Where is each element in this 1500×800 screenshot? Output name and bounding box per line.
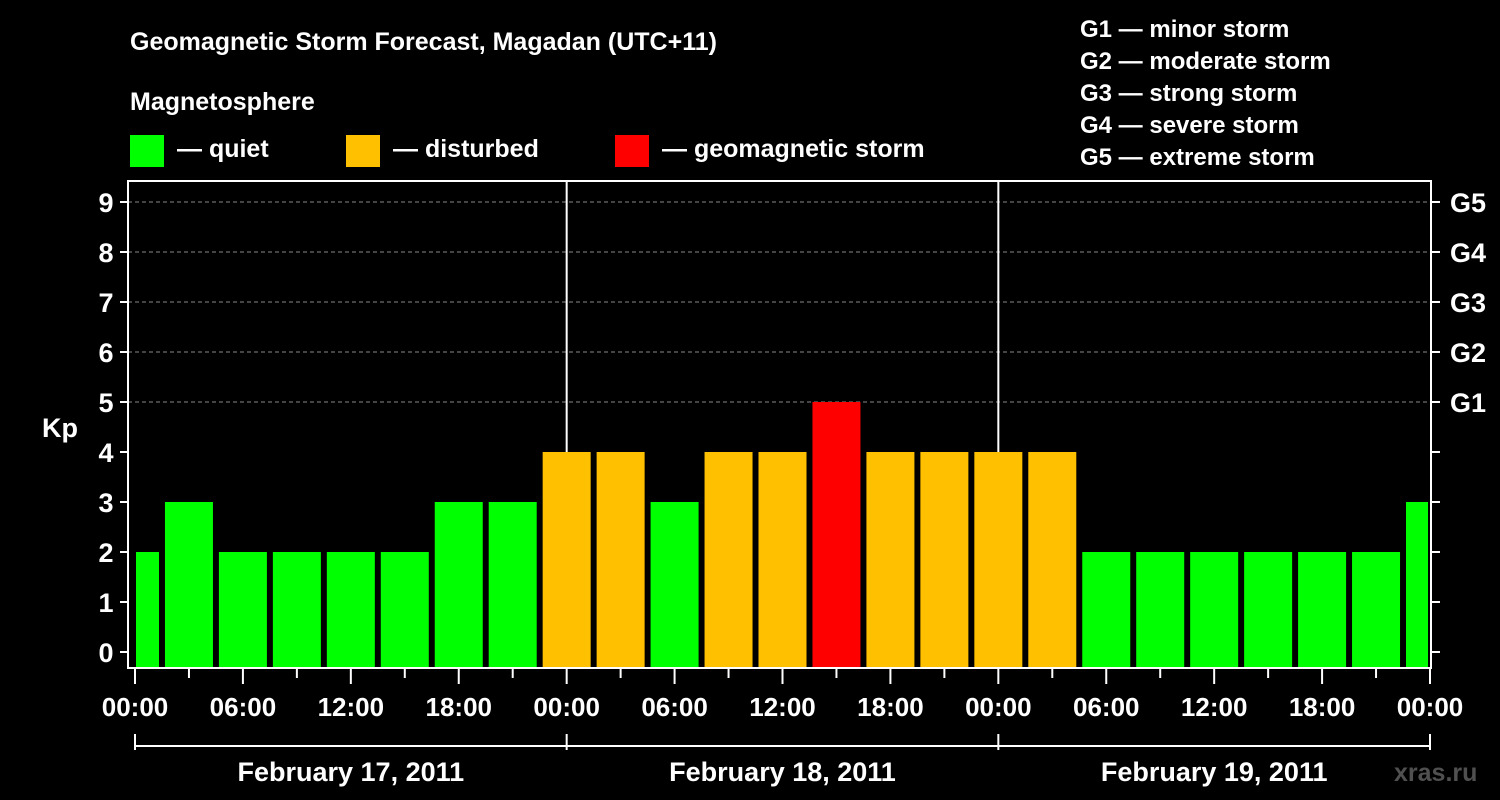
plot-frame <box>127 180 1432 669</box>
legend-label-quiet: — quiet <box>177 135 269 163</box>
x-tick-label: 00:00 <box>102 692 169 722</box>
right-tick-label-G2: G2 <box>1450 338 1486 368</box>
legend-title: Magnetosphere <box>130 88 315 116</box>
bar-19 <box>1136 552 1185 667</box>
bar-2 <box>218 552 267 667</box>
bar-6 <box>434 502 483 667</box>
day-label: February 18, 2011 <box>669 757 896 787</box>
right-axis: G1 G2 G3 G4 G5 <box>1431 188 1486 653</box>
watermark: xras.ru <box>1394 759 1477 787</box>
y-tick-label: 6 <box>98 338 113 368</box>
chart-title: Geomagnetic Storm Forecast, Magadan (UTC… <box>130 28 717 56</box>
y-tick-label: 1 <box>98 588 113 618</box>
right-tick-label-G5: G5 <box>1450 188 1486 218</box>
bar-8 <box>542 452 591 667</box>
bar-17 <box>1028 452 1077 667</box>
bar-10 <box>650 502 699 667</box>
bar-7 <box>488 502 537 667</box>
bar-5 <box>380 552 429 667</box>
bar-1 <box>164 502 213 667</box>
x-tick-label: 06:00 <box>210 692 277 722</box>
legend-label-storm: — geomagnetic storm <box>662 135 925 163</box>
y-tick-label: 5 <box>98 388 113 418</box>
day-axis: February 17, 2011 February 18, 2011 Februa… <box>134 734 1431 787</box>
storm-scale-item: G4 — severe storm <box>1080 112 1299 139</box>
y-tick-label: 2 <box>98 538 113 568</box>
bar-9 <box>596 452 645 667</box>
y-tick-label: 9 <box>98 188 113 218</box>
bar-15 <box>920 452 969 667</box>
x-tick-label: 12:00 <box>749 692 816 722</box>
bar-23 <box>1352 552 1401 667</box>
storm-scale-item: G1 — minor storm <box>1080 16 1289 43</box>
bar-14 <box>866 452 915 667</box>
y-tick-label: 7 <box>98 288 113 318</box>
bars <box>136 402 1428 667</box>
bar-24 <box>1406 502 1428 667</box>
y-tick-label: 8 <box>98 238 113 268</box>
storm-scale-item: G5 — extreme storm <box>1080 144 1315 171</box>
bar-16 <box>974 452 1023 667</box>
x-tick-label: 18:00 <box>426 692 493 722</box>
legend-swatch-storm <box>615 135 649 167</box>
bar-22 <box>1298 552 1347 667</box>
x-tick-label: 12:00 <box>1181 692 1248 722</box>
day-label: February 17, 2011 <box>238 757 465 787</box>
x-tick-label: 12:00 <box>318 692 385 722</box>
y-axis-label: Kp <box>42 413 78 443</box>
grid-lines <box>128 201 1431 403</box>
x-axis: 00:00 06:00 12:00 18:00 00:00 06:00 12:00 18:00… <box>102 668 1464 722</box>
day-label: February 19, 2011 <box>1101 757 1328 787</box>
y-axis: 0 1 2 3 4 5 6 7 8 9 <box>98 188 128 668</box>
storm-scale-legend: G1 — minor storm G2 — moderate storm G3 — … <box>1080 16 1331 171</box>
storm-scale-item: G2 — moderate storm <box>1080 48 1331 75</box>
bar-3 <box>272 552 321 667</box>
bar-11 <box>704 452 753 667</box>
x-tick-label: 00:00 <box>965 692 1032 722</box>
legend: — quiet — disturbed — geomagnetic storm <box>130 135 925 167</box>
y-tick-label: 3 <box>98 488 113 518</box>
bar-4 <box>326 552 375 667</box>
x-tick-label: 00:00 <box>1397 692 1464 722</box>
x-tick-label: 06:00 <box>1073 692 1140 722</box>
bar-20 <box>1190 552 1239 667</box>
x-tick-label: 18:00 <box>1289 692 1356 722</box>
x-tick-label: 18:00 <box>857 692 924 722</box>
x-tick-label: 00:00 <box>533 692 600 722</box>
bar-13 <box>812 402 861 667</box>
legend-swatch-quiet <box>130 135 164 167</box>
bar-21 <box>1244 552 1293 667</box>
x-tick-label: 06:00 <box>641 692 708 722</box>
legend-label-disturbed: — disturbed <box>393 135 539 163</box>
storm-scale-item: G3 — strong storm <box>1080 80 1297 107</box>
y-tick-label: 0 <box>98 638 113 668</box>
right-tick-label-G3: G3 <box>1450 288 1486 318</box>
bar-18 <box>1082 552 1131 667</box>
y-tick-label: 4 <box>98 438 113 468</box>
right-tick-label-G4: G4 <box>1450 238 1486 268</box>
bar-0 <box>136 552 159 667</box>
legend-swatch-disturbed <box>346 135 380 167</box>
right-tick-label-G1: G1 <box>1450 388 1486 418</box>
bar-12 <box>758 452 807 667</box>
